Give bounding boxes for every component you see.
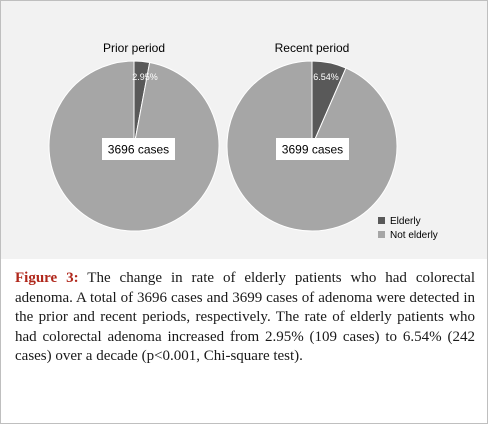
data-label-recent-elderly: 6.54%	[313, 72, 339, 82]
pie-charts: Prior period 2.95% 3696 cases Recent per…	[48, 41, 438, 241]
chart-area: Prior period 2.95% 3696 cases Recent per…	[1, 1, 487, 259]
pie-title-recent: Recent period	[275, 41, 350, 55]
caption-label: Figure 3:	[15, 270, 79, 286]
legend-swatch-elderly	[378, 217, 385, 224]
center-label-box-recent	[276, 138, 349, 160]
data-label-prior-elderly: 2.95%	[132, 72, 158, 82]
center-label-prior: 3696 cases	[108, 143, 169, 157]
legend-swatch-not-elderly	[378, 231, 385, 238]
caption-text: The change in rate of elderly patients w…	[15, 270, 475, 364]
legend-label-elderly: Elderly	[390, 216, 421, 227]
center-label-recent: 3699 cases	[282, 143, 343, 157]
pie-title-prior: Prior period	[103, 41, 165, 55]
figure-caption: Figure 3: The change in rate of elderly …	[15, 269, 475, 367]
legend-label-not-elderly: Not elderly	[390, 230, 438, 241]
center-label-box-prior	[102, 138, 175, 160]
legend: Elderly Not elderly	[378, 216, 438, 241]
